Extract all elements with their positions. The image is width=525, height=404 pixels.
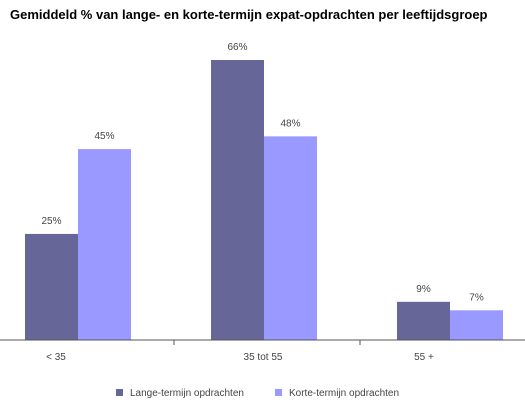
data-label-korte-1: 48%	[280, 118, 300, 129]
bar-korte-2	[450, 310, 503, 340]
bar-lange-0	[25, 233, 78, 340]
data-labels-layer: 25% 66% 9% 45% 48% 7%	[41, 42, 483, 303]
legend-swatch-korte-termijn	[275, 389, 282, 396]
x-tick-label-2: 55 +	[414, 352, 434, 363]
x-tick-label-1: 35 tot 55	[244, 352, 283, 363]
x-axis-ticks: < 35 35 tot 55 55 +	[46, 340, 434, 363]
bar-lange-1	[211, 60, 264, 340]
legend-swatch-lange-termijn	[116, 389, 123, 396]
data-label-lange-1: 66%	[227, 42, 247, 53]
bar-korte-0	[78, 149, 131, 340]
bars-layer	[25, 60, 503, 340]
bar-korte-1	[264, 136, 317, 340]
legend: Lange-termijn opdrachten Korte-termijn o…	[116, 388, 399, 399]
x-tick-label-0: < 35	[46, 352, 66, 363]
data-label-lange-2: 9%	[416, 284, 431, 295]
data-label-korte-2: 7%	[469, 292, 484, 303]
legend-label-lange-termijn: Lange-termijn opdrachten	[130, 388, 244, 399]
chart-title: Gemiddeld % van lange- en korte-termijn …	[10, 7, 488, 22]
legend-label-korte-termijn: Korte-termijn opdrachten	[289, 388, 399, 399]
bar-lange-2	[397, 301, 450, 340]
data-label-lange-0: 25%	[41, 216, 61, 227]
data-label-korte-0: 45%	[94, 131, 114, 142]
